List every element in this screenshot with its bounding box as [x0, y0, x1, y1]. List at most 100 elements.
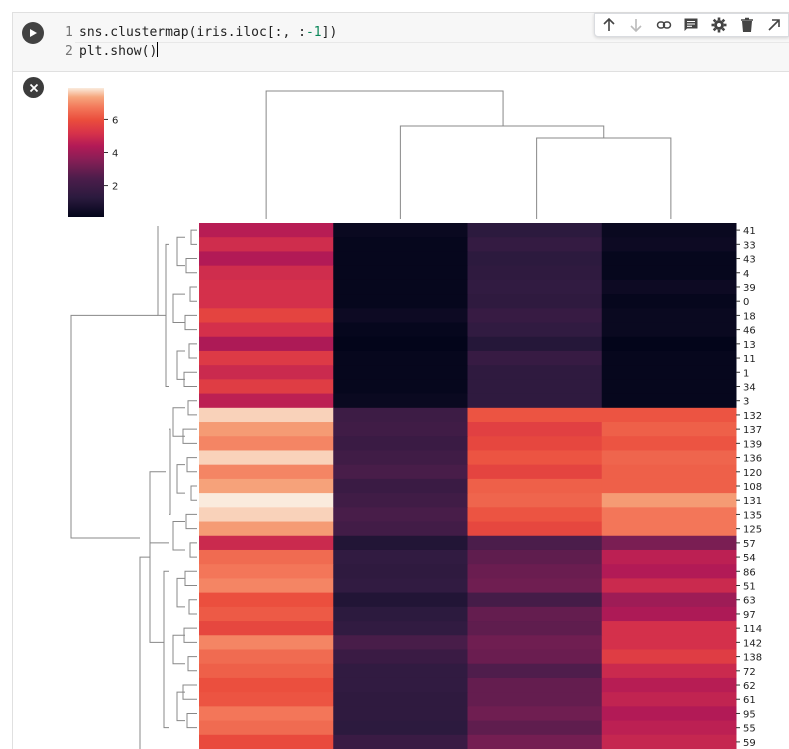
trash-icon[interactable]	[738, 16, 756, 34]
row-tick-labels: 4133434390184613111343132137139136120108…	[736, 226, 762, 749]
clear-output-button[interactable]	[23, 77, 44, 98]
heatmap-cell	[333, 535, 468, 551]
heatmap-cell	[601, 365, 737, 380]
row-label: 95	[743, 709, 756, 720]
dendrogram-link	[176, 577, 185, 608]
heatmap-cell	[601, 621, 737, 636]
dendrogram-link	[186, 712, 197, 729]
heatmap-cell	[333, 450, 468, 466]
heatmap-cell	[467, 706, 603, 722]
heatmap-cell	[601, 606, 737, 622]
dendrogram-link	[184, 314, 197, 331]
row-label: 33	[743, 240, 756, 251]
heatmap-cell	[601, 265, 737, 281]
heatmap-cell	[467, 393, 603, 409]
colorbar-gradient	[68, 88, 104, 217]
heatmap-cell	[467, 251, 603, 267]
row-label: 18	[743, 311, 756, 322]
row-label: 86	[743, 567, 756, 578]
code-text[interactable]: 1 sns.clustermap(iris.iloc[:, :-1]) 2 plt.…	[65, 23, 337, 61]
heatmap-cell	[199, 379, 334, 395]
dendrogram-link	[172, 407, 185, 437]
heatmap-cell	[333, 578, 468, 594]
heatmap-cell	[199, 706, 334, 722]
dendrogram-link	[182, 684, 197, 700]
row-dendrogram	[70, 226, 197, 749]
cell-toolbar	[594, 13, 789, 37]
run-cell-button[interactable]	[22, 22, 44, 44]
comment-icon[interactable]	[682, 16, 700, 34]
heatmap	[199, 223, 737, 749]
heatmap-cell	[199, 350, 334, 366]
heatmap-cell	[467, 322, 603, 338]
heatmap-cell	[333, 464, 468, 480]
row-label: 54	[743, 553, 756, 564]
dendrogram-link	[399, 125, 605, 219]
heatmap-cell	[199, 521, 334, 537]
dendrogram-link	[157, 226, 166, 316]
heatmap-cell	[467, 621, 603, 636]
arrow-down-icon[interactable]	[627, 16, 645, 34]
heatmap-cell	[467, 592, 603, 608]
line-number: 1	[65, 25, 73, 40]
heatmap-cell	[333, 677, 468, 693]
heatmap-cell	[199, 720, 334, 736]
open-in-new-icon[interactable]	[765, 16, 783, 34]
gear-icon[interactable]	[710, 16, 728, 34]
dendrogram-link	[190, 485, 197, 501]
row-label: 142	[743, 638, 762, 649]
link-icon[interactable]	[655, 16, 673, 34]
heatmap-cell	[199, 621, 334, 636]
dendrogram-link	[185, 513, 197, 530]
row-label: 137	[743, 425, 762, 436]
heatmap-cell	[199, 734, 334, 749]
heatmap-cell	[333, 379, 468, 395]
dendrogram-link	[183, 627, 197, 643]
heatmap-cell	[601, 720, 737, 736]
dendrogram-link	[189, 542, 197, 558]
heatmap-cell	[333, 251, 468, 267]
row-label: 13	[743, 340, 756, 351]
row-label: 131	[743, 496, 762, 507]
row-label: 97	[743, 610, 756, 621]
row-label: 51	[743, 582, 756, 593]
heatmap-cell	[199, 549, 334, 565]
heatmap-cell	[333, 478, 468, 494]
row-label: 34	[743, 382, 756, 393]
heatmap-cell	[333, 564, 468, 579]
heatmap-cell	[601, 507, 737, 523]
heatmap-cell	[467, 450, 603, 466]
code-line-2: 2 plt.show()	[65, 42, 337, 61]
heatmap-cell	[467, 365, 603, 380]
heatmap-cell	[467, 535, 603, 551]
heatmap-cell	[199, 336, 334, 352]
heatmap-cell	[601, 251, 737, 267]
arrow-up-icon[interactable]	[600, 16, 618, 34]
heatmap-cell	[333, 407, 468, 423]
heatmap-cell	[467, 336, 603, 352]
row-label: 3	[743, 397, 749, 408]
heatmap-cell	[199, 294, 334, 309]
heatmap-cell	[199, 322, 334, 338]
dendrogram-link	[186, 457, 197, 473]
heatmap-cell	[601, 237, 737, 252]
heatmap-cell	[199, 564, 334, 579]
row-label: 114	[743, 624, 762, 635]
heatmap-cell	[199, 592, 334, 608]
dendrogram-link	[183, 371, 197, 387]
heatmap-cell	[333, 322, 468, 338]
row-label: 1	[743, 368, 749, 379]
dendrogram-link	[188, 343, 197, 359]
heatmap-cell	[467, 350, 603, 366]
heatmap-cell	[199, 279, 334, 295]
heatmap-cell	[601, 294, 737, 309]
heatmap-cell	[601, 422, 737, 437]
code-segment: plt.show()	[79, 44, 158, 59]
heatmap-cell	[467, 663, 603, 679]
heatmap-cell	[199, 677, 334, 693]
heatmap-cell	[333, 734, 468, 749]
code-segment: sns.clustermap(iris.iloc[:, :	[79, 25, 306, 40]
heatmap-cell	[199, 464, 334, 480]
heatmap-cell	[601, 663, 737, 679]
code-editor[interactable]: 1 sns.clustermap(iris.iloc[:, :-1]) 2 plt.…	[13, 13, 789, 72]
